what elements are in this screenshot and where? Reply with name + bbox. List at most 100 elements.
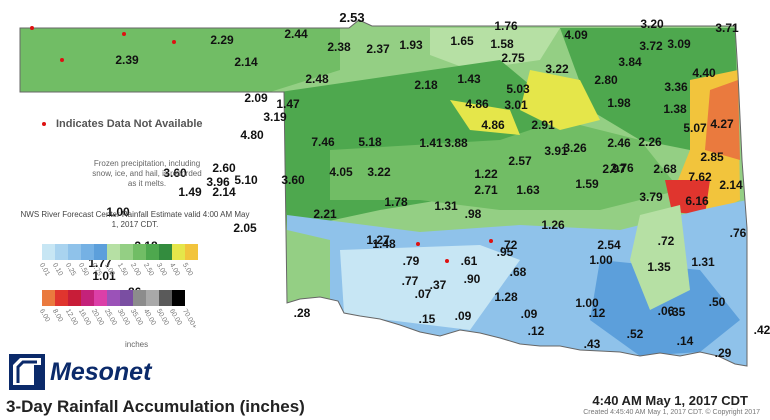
- legend-swatch: [146, 290, 159, 306]
- station-value: 1.63: [516, 183, 540, 197]
- legend-swatch: [107, 290, 120, 306]
- legend-tick-label: 70.00+: [180, 308, 198, 331]
- station-value: .79: [403, 254, 420, 268]
- station-value: 2.85: [700, 150, 724, 164]
- station-value: .77: [402, 274, 419, 288]
- station-value: 2.37: [366, 42, 390, 56]
- legend-tick-label: 1.50: [115, 262, 129, 278]
- legend-tick-label: 2.50: [141, 262, 155, 278]
- station-value: 2.76: [610, 161, 634, 175]
- station-value: 1.98: [607, 96, 631, 110]
- created-stamp: Created 4:45:40 AM May 1, 2017 CDT. © Co…: [583, 409, 760, 416]
- station-value: 2.75: [501, 51, 525, 65]
- station-value: 5.03: [506, 82, 530, 96]
- station-value: 1.27: [366, 233, 390, 247]
- station-value: .52: [627, 327, 644, 341]
- station-value: 7.46: [311, 135, 335, 149]
- station-value: 1.38: [663, 102, 687, 116]
- station-labels: 2.53 1.76 4.09 3.20 3.71 2.29 2.44 2.38 2.37 1.93…: [88, 10, 770, 360]
- station-value: .98: [465, 207, 482, 221]
- station-value: 1.58: [490, 37, 514, 51]
- red-dot-icon: [42, 122, 46, 127]
- legend-tick-label: 3.00: [154, 262, 168, 278]
- state-border: [19, 19, 748, 367]
- station-value: 1.41: [419, 136, 443, 150]
- station-value: 1.49: [178, 185, 202, 199]
- station-value: 1.78: [384, 195, 408, 209]
- station-value: 2.48: [305, 72, 329, 86]
- station-value: .15: [419, 312, 436, 326]
- station-value: 1.01: [92, 269, 116, 283]
- station-value: 2.53: [339, 10, 364, 25]
- missing-data-dot: [30, 26, 34, 30]
- station-value: 2.14: [212, 185, 236, 199]
- station-value: 1.22: [474, 167, 498, 181]
- station-value: .42: [754, 323, 770, 337]
- station-value: 4.09: [564, 28, 588, 42]
- station-value: 2.91: [531, 118, 555, 132]
- legend-ticks-2: 6.00 8.00 12.00 16.00 20.00 25.00 30.00 35.00 40…: [38, 308, 202, 333]
- legend-swatch: [68, 244, 81, 260]
- station-value: 4.27: [710, 117, 734, 131]
- station-value: .76: [730, 226, 747, 240]
- station-value: .29: [715, 346, 732, 360]
- station-value: .37: [430, 278, 447, 292]
- station-value: .90: [464, 272, 481, 286]
- station-value: 2.09: [244, 91, 268, 105]
- legend-swatch: [120, 244, 133, 260]
- station-value: 2.80: [594, 73, 618, 87]
- station-value: 1.47: [276, 97, 300, 111]
- legend-swatch: [107, 244, 120, 260]
- station-value: 2.14: [234, 55, 258, 69]
- station-value: 4.40: [692, 66, 716, 80]
- legend-tick-label: 2.00: [128, 262, 142, 278]
- station-value: 2.54: [597, 238, 621, 252]
- frozen-note: Frozen precipitation, including snow, ic…: [92, 159, 202, 188]
- legend-swatch: [55, 290, 68, 306]
- station-value: 2.38: [327, 40, 351, 54]
- legend-swatch: [55, 244, 68, 260]
- station-value: 2.29: [210, 33, 234, 47]
- station-value: 2.14: [719, 178, 743, 192]
- station-value: .12: [589, 306, 606, 320]
- station-value: 1.00: [106, 205, 130, 219]
- valid-time: 4:40 AM May 1, 2017 CDT: [592, 393, 748, 408]
- legend-swatch: [94, 290, 107, 306]
- missing-data-dot: [445, 259, 449, 263]
- station-value: 3.96: [206, 175, 230, 189]
- station-value: 2.57: [508, 154, 532, 168]
- legend-swatch: [146, 244, 159, 260]
- station-value: 4.05: [329, 165, 353, 179]
- station-value: 1.31: [691, 255, 715, 269]
- station-value: .68: [510, 265, 527, 279]
- station-value: 1.35: [647, 260, 671, 274]
- station-value: .72: [501, 238, 518, 252]
- legend-tick-label: 0.50: [76, 262, 90, 278]
- station-value: .12: [528, 324, 545, 338]
- station-value: 3.22: [545, 62, 569, 76]
- station-value: .09: [521, 307, 538, 321]
- legend-swatch: [81, 290, 94, 306]
- station-value: 2.60: [212, 161, 236, 175]
- station-value: .35: [669, 305, 686, 319]
- station-value: 3.19: [263, 110, 287, 124]
- station-value: 3.79: [639, 190, 663, 204]
- legend-swatch: [42, 290, 55, 306]
- legend-swatch: [159, 290, 172, 306]
- mesonet-emblem-icon: [9, 354, 45, 390]
- missing-data-dot: [122, 32, 126, 36]
- station-value: 3.01: [504, 98, 528, 112]
- station-value: 3.09: [667, 37, 691, 51]
- station-value: 1.48: [372, 237, 396, 251]
- station-value: 3.84: [618, 55, 642, 69]
- station-value: 1.00: [575, 296, 599, 310]
- legend-tick-label: 4.00: [167, 262, 181, 278]
- station-value: 2.21: [313, 207, 337, 221]
- brand-name: Mesonet: [50, 357, 152, 386]
- legend-swatch: [133, 244, 146, 260]
- missing-data-markers: [30, 26, 493, 263]
- legend-swatch: [185, 244, 198, 260]
- station-value: .06: [658, 304, 675, 318]
- station-value: 1.43: [457, 72, 481, 86]
